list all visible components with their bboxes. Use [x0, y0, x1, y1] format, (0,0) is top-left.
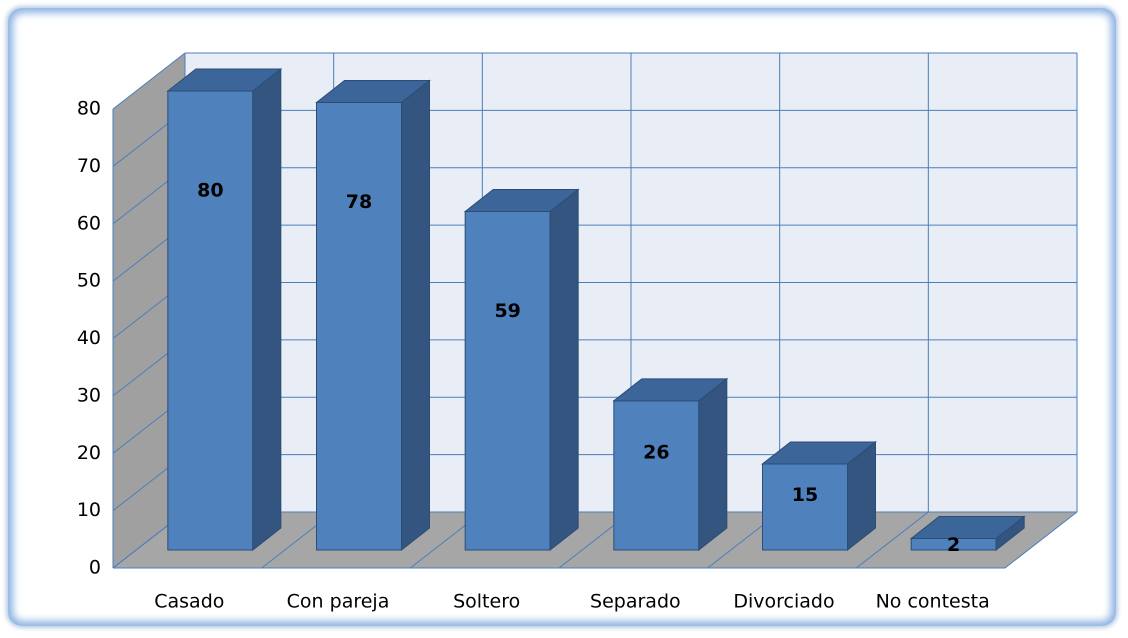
bar — [761, 440, 877, 552]
value-label: 78 — [346, 191, 372, 213]
bar — [463, 188, 580, 552]
y-tick-label: 60 — [77, 212, 101, 234]
y-tick-label: 70 — [77, 155, 101, 177]
bar-side — [549, 188, 579, 552]
bar-top — [166, 68, 283, 92]
value-label: 26 — [643, 442, 669, 464]
bar-front — [167, 90, 254, 551]
x-tick-label: Separado — [590, 591, 681, 613]
value-label: 80 — [197, 180, 223, 202]
bar-front — [613, 400, 700, 551]
x-tick-label: Con pareja — [287, 591, 390, 613]
bar-side — [698, 377, 728, 552]
y-tick-label: 40 — [77, 327, 101, 349]
x-tick-label: Divorciado — [733, 591, 834, 613]
y-tick-label: 0 — [89, 557, 101, 579]
bar — [315, 79, 431, 552]
y-tick-label: 10 — [77, 499, 101, 521]
bar — [909, 515, 1026, 552]
bar-side — [401, 79, 430, 552]
floor-grid-line — [856, 511, 929, 569]
bar-front — [464, 210, 551, 551]
grid-line — [112, 52, 186, 110]
value-label: 2 — [947, 534, 960, 556]
bar-front — [316, 101, 402, 551]
bar — [612, 377, 729, 552]
bar — [166, 67, 283, 552]
y-tick-label: 50 — [77, 270, 101, 292]
value-label: 15 — [792, 484, 818, 506]
y-tick-label: 80 — [77, 98, 101, 120]
x-tick-label: Casado — [154, 591, 224, 613]
bar-top — [909, 516, 1026, 540]
x-tick-label: No contesta — [876, 591, 990, 613]
bar-front — [762, 463, 848, 551]
bar-top — [761, 441, 877, 465]
value-label: 59 — [494, 300, 520, 322]
x-tick-label: Soltero — [453, 591, 520, 613]
floor-grid-line — [1004, 511, 1078, 569]
bar-top — [612, 378, 729, 402]
y-tick-label: 30 — [77, 384, 101, 406]
bar-top — [315, 79, 431, 103]
y-tick-label: 20 — [77, 442, 101, 464]
bar-top — [463, 188, 580, 212]
bar-side — [252, 67, 282, 552]
